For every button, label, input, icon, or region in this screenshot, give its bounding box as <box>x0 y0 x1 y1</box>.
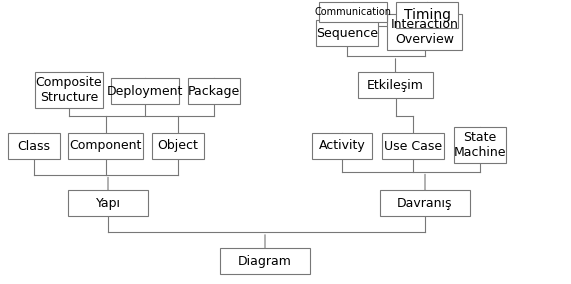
FancyBboxPatch shape <box>316 20 378 46</box>
FancyBboxPatch shape <box>8 133 60 159</box>
Text: Communication: Communication <box>315 7 392 17</box>
FancyBboxPatch shape <box>396 2 458 28</box>
FancyBboxPatch shape <box>152 133 204 159</box>
Text: Interaction
Overview: Interaction Overview <box>391 18 459 46</box>
Text: Sequence: Sequence <box>316 26 378 39</box>
Text: Class: Class <box>18 139 50 153</box>
FancyBboxPatch shape <box>111 78 179 104</box>
FancyBboxPatch shape <box>68 190 148 216</box>
FancyBboxPatch shape <box>220 248 310 274</box>
Text: Use Case: Use Case <box>384 139 442 153</box>
Text: Deployment: Deployment <box>107 85 183 97</box>
FancyBboxPatch shape <box>35 72 103 108</box>
Text: Component: Component <box>69 139 142 153</box>
Text: Activity: Activity <box>319 139 365 153</box>
Text: Composite
Structure: Composite Structure <box>35 76 102 104</box>
FancyBboxPatch shape <box>319 2 387 22</box>
Text: State
Machine: State Machine <box>454 131 506 159</box>
FancyBboxPatch shape <box>380 190 470 216</box>
Text: Timing: Timing <box>404 8 451 22</box>
FancyBboxPatch shape <box>68 133 143 159</box>
FancyBboxPatch shape <box>188 78 240 104</box>
FancyBboxPatch shape <box>358 72 433 98</box>
Text: Object: Object <box>158 139 199 153</box>
FancyBboxPatch shape <box>454 127 506 163</box>
Text: Etkileşim: Etkileşim <box>367 78 424 91</box>
Text: Davranış: Davranış <box>397 197 453 210</box>
FancyBboxPatch shape <box>382 133 444 159</box>
FancyBboxPatch shape <box>312 133 372 159</box>
Text: Diagram: Diagram <box>238 254 292 268</box>
FancyBboxPatch shape <box>387 14 462 50</box>
Text: Package: Package <box>188 85 240 97</box>
Text: Yapı: Yapı <box>95 197 120 210</box>
